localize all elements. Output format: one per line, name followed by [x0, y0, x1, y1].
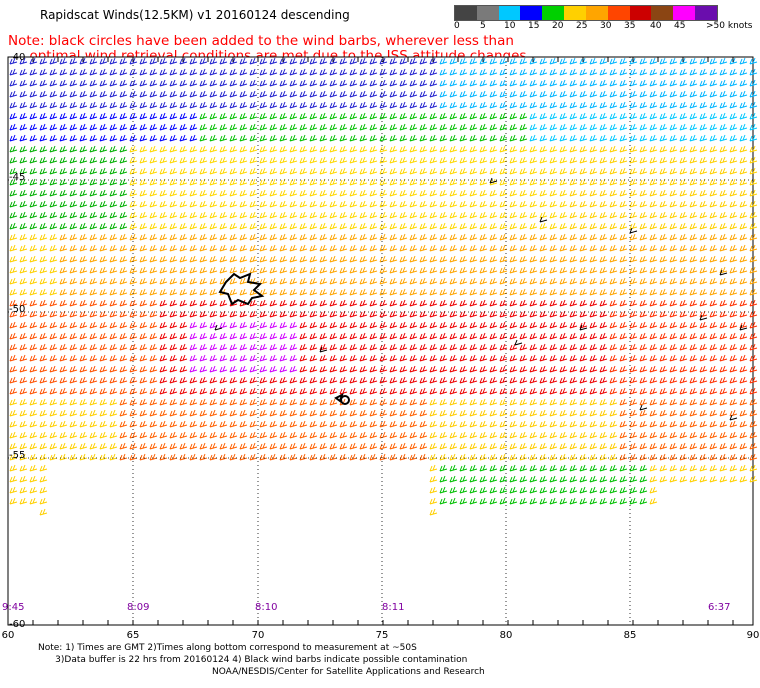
- colorbar-label: 30: [600, 21, 612, 31]
- latitude-label: -45: [9, 172, 25, 183]
- time-label: 8:11: [382, 602, 404, 613]
- colorbar-label: 20: [552, 21, 564, 31]
- footnote: Note: 1) Times are GMT 2)Times along bot…: [38, 643, 468, 665]
- time-label: 8:09: [127, 602, 149, 613]
- longitude-label: 90: [747, 630, 760, 641]
- colorbar: [454, 5, 718, 21]
- colorbar-label: 40: [650, 21, 662, 31]
- time-label: 8:10: [255, 602, 277, 613]
- colorbar-label: 25: [576, 21, 588, 31]
- time-label: 9:45: [2, 602, 24, 613]
- colorbar-swatch: [651, 6, 674, 20]
- colorbar-swatch: [542, 6, 565, 20]
- colorbar-swatch: [607, 6, 630, 20]
- map-title: Rapidscat Winds(12.5KM) v1 20160124 desc…: [40, 8, 350, 22]
- colorbar-label: 15: [528, 21, 540, 31]
- credit-line: NOAA/NESDIS/Center for Satellite Applica…: [212, 667, 485, 677]
- longitude-label: 80: [500, 630, 513, 641]
- kerguelen-island: [218, 272, 350, 405]
- longitude-label: 70: [252, 630, 265, 641]
- longitude-label: 65: [127, 630, 140, 641]
- colorbar-label: 0: [454, 21, 460, 31]
- map-frame: [7, 56, 754, 626]
- colorbar-swatch: [564, 6, 586, 20]
- colorbar-swatch: [476, 6, 499, 20]
- longitude-label: 60: [2, 630, 15, 641]
- colorbar-label: >50 knots: [706, 21, 753, 31]
- colorbar-swatch: [498, 6, 521, 20]
- time-label: 6:37: [708, 602, 730, 613]
- longitude-label: 85: [624, 630, 637, 641]
- axis-labels: 60 65 70 75 80 85 90 -40 -45 -50 -55 -60 9:45 8:09 8:1…: [2, 52, 760, 641]
- colorbar-swatch: [455, 6, 477, 20]
- wind-barbs: [9, 57, 758, 516]
- colorbar-swatch: [629, 6, 652, 20]
- latitude-label: -60: [9, 619, 25, 630]
- latitude-label: -40: [9, 52, 25, 63]
- colorbar-swatch: [585, 6, 608, 20]
- colorbar-label: 35: [624, 21, 636, 31]
- graticule: [7, 57, 753, 625]
- latitude-label: -50: [9, 304, 25, 315]
- colorbar-swatch: [695, 6, 717, 20]
- colorbar-swatch: [520, 6, 543, 20]
- colorbar-labels: 0 5 10 15 20 25 30 35 40 45 >50 knots: [452, 21, 760, 33]
- colorbar-label: 45: [674, 21, 686, 31]
- colorbar-label: 5: [480, 21, 486, 31]
- colorbar-swatch: [673, 6, 696, 20]
- longitude-label: 75: [376, 630, 389, 641]
- colorbar-label: 10: [504, 21, 516, 31]
- latitude-label: -55: [9, 450, 25, 461]
